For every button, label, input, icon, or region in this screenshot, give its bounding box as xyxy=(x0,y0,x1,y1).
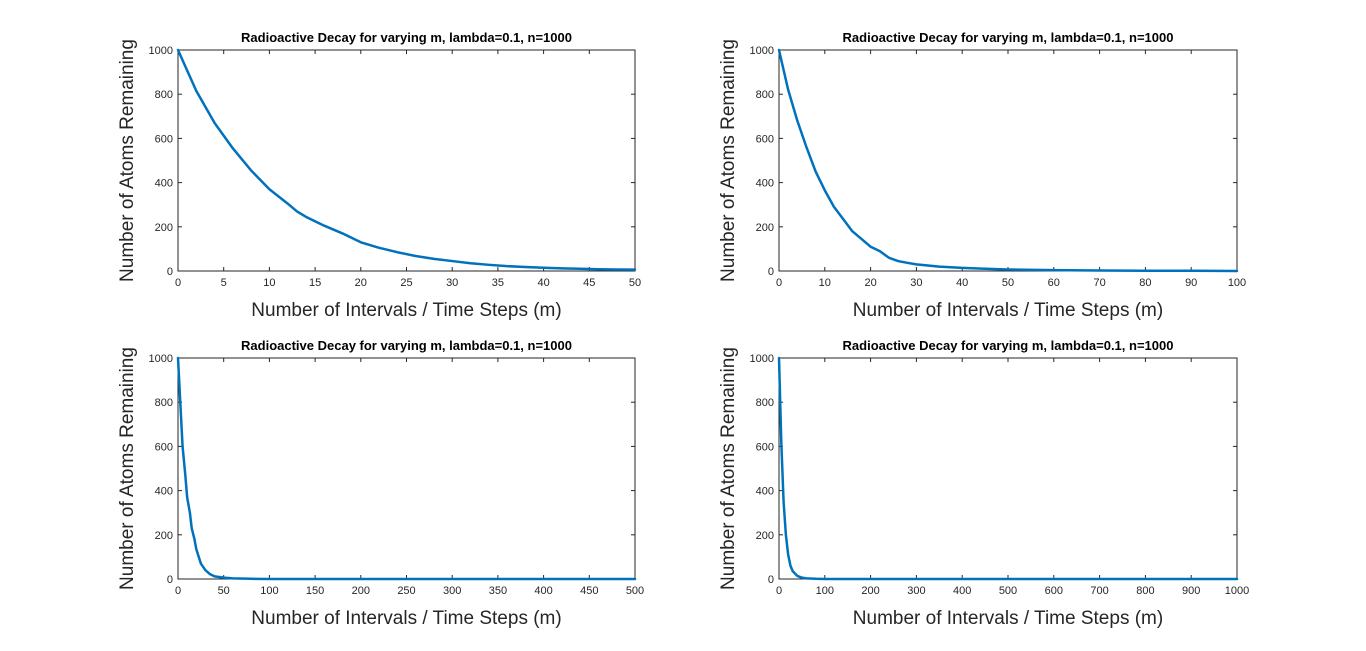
y-tick-label: 400 xyxy=(756,178,774,190)
x-tick-label: 10 xyxy=(819,277,831,289)
y-tick-label: 800 xyxy=(756,397,774,409)
x-tick-label: 150 xyxy=(306,585,324,597)
x-tick-label: 250 xyxy=(397,585,415,597)
y-tick-label: 1000 xyxy=(750,353,774,365)
y-tick-label: 400 xyxy=(155,178,173,190)
x-tick-label: 300 xyxy=(443,585,461,597)
y-tick-label: 0 xyxy=(167,574,173,586)
y-tick-label: 0 xyxy=(768,574,774,586)
x-tick-label: 0 xyxy=(175,585,181,597)
x-tick-label: 600 xyxy=(1045,585,1063,597)
y-tick-label: 800 xyxy=(155,89,173,101)
x-tick-label: 500 xyxy=(999,585,1017,597)
subplot-4: 0 100 200 300 400 500 600 700 800 900 1000 0 200 400 6… xyxy=(718,338,1249,629)
y-tick-label: 0 xyxy=(768,266,774,278)
x-tick-label: 200 xyxy=(352,585,370,597)
x-tick-label: 100 xyxy=(816,585,834,597)
x-tick-label: 20 xyxy=(355,277,367,289)
y-tick-label: 600 xyxy=(756,441,774,453)
series-line xyxy=(176,48,637,271)
y-tick-label: 200 xyxy=(756,222,774,234)
series-line xyxy=(777,48,1239,273)
x-axis-label: Number of Intervals / Time Steps (m) xyxy=(251,608,561,629)
subplot-2: 0 10 20 30 40 50 60 70 80 90 10002004006008001000R… xyxy=(718,30,1246,321)
x-tick-label: 50 xyxy=(218,585,230,597)
x-tick-label: 45 xyxy=(583,277,595,289)
axes-box xyxy=(778,49,1238,272)
series-line xyxy=(176,356,637,581)
y-tick-label: 1000 xyxy=(149,353,173,365)
x-tick-label: 800 xyxy=(1136,585,1154,597)
x-tick-label: 60 xyxy=(1048,277,1060,289)
y-tick-label: 800 xyxy=(756,89,774,101)
x-tick-label: 35 xyxy=(492,277,504,289)
y-tick-label: 0 xyxy=(167,266,173,278)
x-tick-label: 15 xyxy=(309,277,321,289)
subplot-3: 0 50 100 150 200 250 300 350 400 450 500 0 200 400 600… xyxy=(117,338,644,629)
x-tick-label: 50 xyxy=(629,277,641,289)
y-tick-label: 1000 xyxy=(750,45,774,57)
y-tick-label: 400 xyxy=(756,486,774,498)
x-tick-label: 100 xyxy=(1228,277,1246,289)
y-axis-label: Number of Atoms Remaining xyxy=(117,39,138,282)
x-tick-label: 40 xyxy=(956,277,968,289)
x-tick-label: 1000 xyxy=(1225,585,1249,597)
y-tick-label: 200 xyxy=(155,530,173,542)
y-tick-label: 600 xyxy=(155,133,173,145)
x-tick-label: 80 xyxy=(1139,277,1151,289)
x-tick-label: 50 xyxy=(1002,277,1014,289)
x-tick-label: 200 xyxy=(861,585,879,597)
x-tick-label: 0 xyxy=(175,277,181,289)
x-tick-label: 500 xyxy=(626,585,644,597)
y-tick-label: 600 xyxy=(756,133,774,145)
y-tick-label: 600 xyxy=(155,441,173,453)
x-tick-label: 30 xyxy=(910,277,922,289)
x-tick-label: 400 xyxy=(953,585,971,597)
x-tick-label: 350 xyxy=(489,585,507,597)
x-tick-label: 0 xyxy=(776,277,782,289)
x-tick-label: 30 xyxy=(446,277,458,289)
y-tick-label: 400 xyxy=(155,486,173,498)
x-tick-label: 100 xyxy=(260,585,278,597)
x-tick-label: 5 xyxy=(221,277,227,289)
chart-title: Radioactive Decay for varying m, lambda=… xyxy=(241,338,572,353)
y-axis-label: Number of Atoms Remaining xyxy=(718,347,739,590)
x-tick-label: 90 xyxy=(1185,277,1197,289)
x-tick-label: 900 xyxy=(1182,585,1200,597)
y-tick-label: 800 xyxy=(155,397,173,409)
x-tick-label: 20 xyxy=(864,277,876,289)
x-tick-label: 400 xyxy=(534,585,552,597)
x-tick-label: 700 xyxy=(1090,585,1108,597)
chart-title: Radioactive Decay for varying m, lambda=… xyxy=(241,30,572,45)
x-axis-label: Number of Intervals / Time Steps (m) xyxy=(251,300,561,321)
x-tick-label: 40 xyxy=(537,277,549,289)
x-axis-label: Number of Intervals / Time Steps (m) xyxy=(853,300,1163,321)
axes-box xyxy=(177,357,636,580)
chart-title: Radioactive Decay for varying m, lambda=… xyxy=(843,30,1174,45)
axes-box xyxy=(177,49,636,272)
x-tick-label: 0 xyxy=(776,585,782,597)
x-tick-label: 25 xyxy=(400,277,412,289)
y-tick-label: 200 xyxy=(756,530,774,542)
y-axis-label: Number of Atoms Remaining xyxy=(718,39,739,282)
chart-title: Radioactive Decay for varying m, lambda=… xyxy=(843,338,1174,353)
subplot-1: 0 5 10 15 20 25 30 35 40 45 50 0 200 400 600 800 1000 Rad… xyxy=(117,30,641,321)
x-tick-label: 300 xyxy=(907,585,925,597)
axes-box xyxy=(778,357,1238,580)
x-tick-label: 10 xyxy=(263,277,275,289)
y-tick-label: 1000 xyxy=(149,45,173,57)
y-tick-label: 200 xyxy=(155,222,173,234)
series-line xyxy=(777,356,1239,581)
x-axis-label: Number of Intervals / Time Steps (m) xyxy=(853,608,1163,629)
x-tick-label: 450 xyxy=(580,585,598,597)
x-tick-label: 70 xyxy=(1093,277,1105,289)
y-axis-label: Number of Atoms Remaining xyxy=(117,347,138,590)
